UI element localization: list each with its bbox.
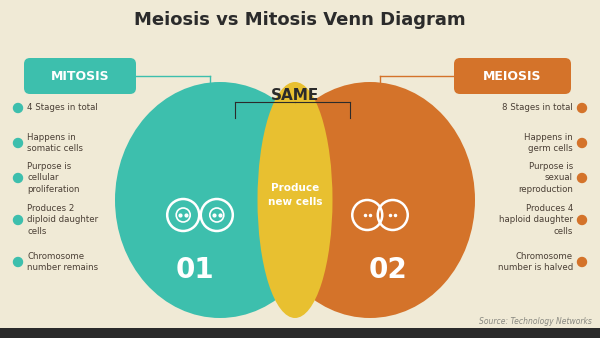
Circle shape	[577, 216, 587, 224]
Text: 8 Stages in total: 8 Stages in total	[502, 103, 573, 113]
Circle shape	[14, 139, 23, 147]
Text: Source: Technology Networks: Source: Technology Networks	[479, 317, 592, 326]
Circle shape	[14, 216, 23, 224]
Ellipse shape	[115, 82, 325, 318]
Circle shape	[14, 258, 23, 266]
Ellipse shape	[257, 82, 332, 318]
FancyBboxPatch shape	[24, 58, 136, 94]
Text: Purpose is
sexual
reproduction: Purpose is sexual reproduction	[518, 162, 573, 194]
Text: SAME: SAME	[271, 88, 319, 102]
Circle shape	[14, 173, 23, 183]
Bar	[0, 328, 600, 338]
Text: 01: 01	[176, 256, 214, 284]
Circle shape	[577, 103, 587, 113]
Text: 4 Stages in total: 4 Stages in total	[27, 103, 98, 113]
Text: Chromosome
number is halved: Chromosome number is halved	[498, 252, 573, 272]
Text: MEIOSIS: MEIOSIS	[483, 70, 542, 82]
Circle shape	[577, 258, 587, 266]
Text: Meiosis vs Mitosis Venn Diagram: Meiosis vs Mitosis Venn Diagram	[134, 11, 466, 29]
Text: Produce
new cells: Produce new cells	[268, 183, 322, 207]
Text: Purpose is
cellular
proliferation: Purpose is cellular proliferation	[27, 162, 79, 194]
Text: MITOSIS: MITOSIS	[50, 70, 109, 82]
Text: Chromosome
number remains: Chromosome number remains	[27, 252, 98, 272]
Circle shape	[577, 173, 587, 183]
Text: Produces 2
diploid daughter
cells: Produces 2 diploid daughter cells	[27, 204, 98, 236]
Text: 02: 02	[368, 256, 407, 284]
Circle shape	[14, 103, 23, 113]
Text: Happens in
somatic cells: Happens in somatic cells	[27, 133, 83, 153]
Ellipse shape	[265, 82, 475, 318]
Text: Happens in
germ cells: Happens in germ cells	[524, 133, 573, 153]
Circle shape	[577, 139, 587, 147]
Text: Produces 4
haploid daughter
cells: Produces 4 haploid daughter cells	[499, 204, 573, 236]
FancyBboxPatch shape	[454, 58, 571, 94]
